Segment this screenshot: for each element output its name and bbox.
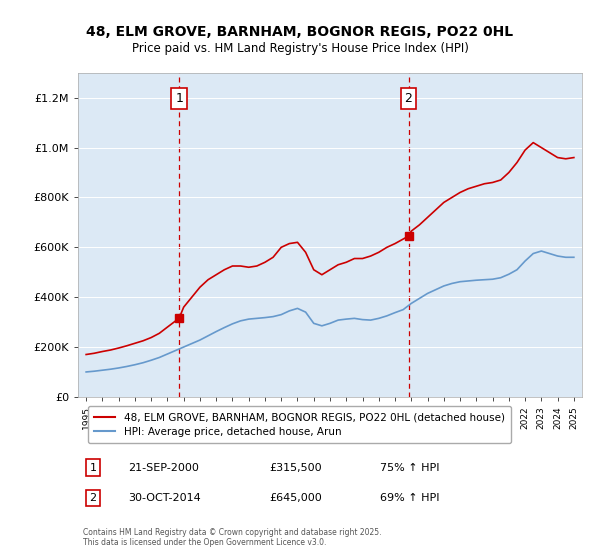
Text: 1: 1 — [89, 463, 97, 473]
Legend: 48, ELM GROVE, BARNHAM, BOGNOR REGIS, PO22 0HL (detached house), HPI: Average pr: 48, ELM GROVE, BARNHAM, BOGNOR REGIS, PO… — [88, 406, 511, 444]
Text: Price paid vs. HM Land Registry's House Price Index (HPI): Price paid vs. HM Land Registry's House … — [131, 42, 469, 55]
Text: 30-OCT-2014: 30-OCT-2014 — [128, 493, 201, 503]
Text: Contains HM Land Registry data © Crown copyright and database right 2025.
This d: Contains HM Land Registry data © Crown c… — [83, 528, 382, 547]
Text: 69% ↑ HPI: 69% ↑ HPI — [380, 493, 440, 503]
Text: 75% ↑ HPI: 75% ↑ HPI — [380, 463, 440, 473]
Text: 2: 2 — [89, 493, 97, 503]
Text: 2: 2 — [404, 92, 412, 105]
Text: 1: 1 — [175, 92, 183, 105]
Text: 21-SEP-2000: 21-SEP-2000 — [128, 463, 199, 473]
Text: 48, ELM GROVE, BARNHAM, BOGNOR REGIS, PO22 0HL: 48, ELM GROVE, BARNHAM, BOGNOR REGIS, PO… — [86, 25, 514, 39]
Text: £645,000: £645,000 — [269, 493, 322, 503]
Text: £315,500: £315,500 — [269, 463, 322, 473]
